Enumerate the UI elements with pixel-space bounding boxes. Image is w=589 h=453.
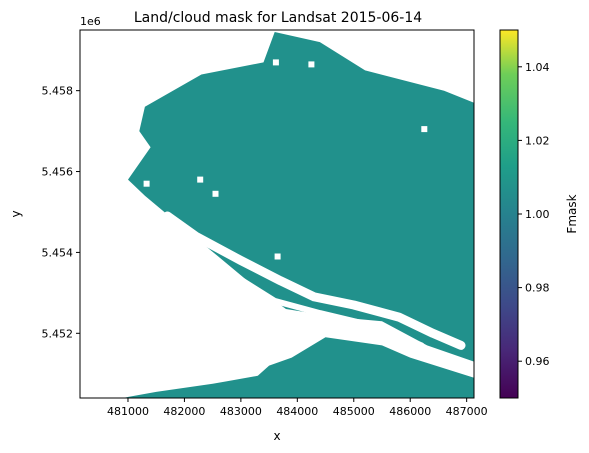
colorbar-label: Fmask [565, 194, 579, 233]
chart-title: Land/cloud mask for Landsat 2015-06-14 [134, 10, 422, 26]
colorbar-tick-label: 1.00 [525, 208, 550, 221]
y-tick-label: 5.454 [42, 246, 74, 259]
y-axis: 5.452 5.454 5.456 5.458 [42, 85, 80, 340]
x-tick-label: 487000 [446, 405, 488, 418]
plot-area [80, 30, 474, 398]
colorbar-ticks: 0.96 0.98 1.00 1.02 1.04 [518, 61, 550, 368]
plot-frame [79, 29, 475, 399]
x-tick-label: 485000 [333, 405, 375, 418]
colorbar-tick-label: 0.96 [525, 355, 550, 368]
y-tick-label: 5.458 [42, 85, 74, 98]
unmasked-hole [350, 47, 357, 54]
unmasked-hole [212, 190, 219, 197]
y-tick-label: 5.452 [42, 327, 74, 340]
unmasked-hole [274, 253, 281, 260]
unmasked-channel [153, 229, 425, 349]
x-axis: 481000 482000 483000 484000 485000 486000 4870… [107, 398, 488, 418]
unmasked-hole [197, 176, 204, 183]
colorbar-tick-label: 1.02 [525, 134, 550, 147]
unmasked-channel [163, 211, 466, 350]
colorbar: 0.96 0.98 1.00 1.02 1.04 Fmask [499, 29, 579, 399]
x-tick-label: 484000 [276, 405, 318, 418]
land-mask-region-lower [122, 337, 474, 398]
colorbar-gradient [499, 29, 519, 399]
y-tick-label: 5.456 [42, 166, 74, 179]
unmasked-hole [143, 180, 150, 187]
y-offset-label: 1e6 [80, 15, 101, 28]
colorbar-tick-label: 1.04 [525, 61, 550, 74]
x-tick-label: 481000 [107, 405, 149, 418]
y-axis-label: y [9, 210, 23, 217]
x-tick-label: 482000 [163, 405, 205, 418]
unmasked-hole [308, 61, 315, 68]
x-axis-label: x [273, 429, 280, 443]
unmasked-hole [272, 59, 279, 66]
land-mask-region [128, 32, 474, 362]
x-tick-label: 486000 [389, 405, 431, 418]
x-tick-label: 483000 [220, 405, 262, 418]
unmasked-hole [421, 126, 428, 133]
colorbar-tick-label: 0.98 [525, 282, 550, 295]
fmask-raster [122, 32, 474, 398]
